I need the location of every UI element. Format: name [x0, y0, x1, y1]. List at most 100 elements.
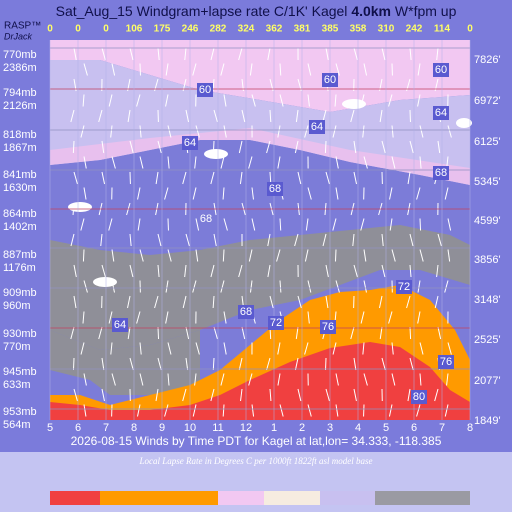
contour-label: 72 [398, 281, 410, 293]
wind-barb [379, 295, 383, 309]
pressure-label: 864mb [3, 208, 37, 220]
wind-barb [73, 171, 78, 185]
wind-barb [363, 249, 367, 262]
wind-barb [436, 47, 439, 61]
wind-barb [137, 187, 141, 200]
wind-barb [295, 326, 299, 340]
author: DrJack [4, 31, 33, 41]
wind-barb [436, 264, 439, 278]
wind-barb [335, 156, 339, 169]
hour-label: 2 [299, 422, 305, 434]
wind-barb [379, 326, 383, 340]
contour-box [238, 305, 254, 319]
wind-barb [381, 264, 386, 278]
title: Sat_Aug_15 Windgram+lapse rate C/1K' Kag… [56, 3, 457, 19]
wind-barb [407, 171, 411, 185]
wind-barb [249, 63, 253, 76]
wind-barb [157, 140, 162, 154]
wind-barb [167, 249, 172, 262]
wind-barb [165, 280, 169, 293]
wind-barb [129, 233, 132, 247]
wind-barb [82, 249, 85, 262]
pink-layer [50, 40, 470, 112]
pressure-label: 930mb [3, 328, 37, 340]
cloud [456, 118, 472, 128]
feet-label: 1849' [474, 415, 501, 427]
wind-barb [185, 357, 189, 371]
feet-label: 4599' [474, 215, 501, 227]
hour-label: 6 [75, 422, 81, 434]
wind-barb [195, 218, 200, 231]
contour-label: 76 [440, 356, 452, 368]
wind-barb [406, 295, 411, 309]
wind-barb [220, 156, 225, 169]
wind-barb [419, 125, 424, 138]
wind-barb [297, 388, 302, 402]
wind-barb [360, 218, 365, 231]
wind-barb [332, 342, 337, 355]
wind-barb [307, 187, 312, 200]
pressure-label: 909mb [3, 287, 37, 299]
wind-barb [101, 264, 106, 278]
wind-barb [238, 357, 243, 371]
contour-box [396, 280, 412, 294]
wstar-value: 310 [378, 24, 395, 35]
wstar-value: 362 [266, 24, 283, 35]
wind-barb [184, 47, 187, 61]
wind-barb [210, 388, 215, 402]
scale-stable [320, 491, 375, 505]
pressure-label: 818mb [3, 129, 37, 141]
wind-barb [83, 187, 87, 200]
wind-barb [167, 342, 172, 355]
wind-barbs [70, 47, 452, 417]
wstar-value: 242 [406, 24, 423, 35]
wind-barb [80, 218, 85, 231]
wind-barb [447, 249, 451, 262]
wind-barb [324, 140, 327, 154]
wind-barb [294, 233, 299, 247]
wind-barb [98, 109, 103, 123]
wind-barb [350, 326, 355, 340]
wind-barb [419, 218, 422, 231]
wind-barb [136, 94, 141, 107]
wind-barb [251, 94, 256, 107]
wind-barb [294, 357, 299, 371]
wstar-value: 106 [126, 24, 143, 35]
wind-barb [416, 404, 421, 417]
hour-label: 5 [383, 422, 389, 434]
contour-label: 68 [269, 183, 281, 195]
wind-barb [353, 264, 358, 278]
height-label: 2386m [3, 62, 37, 74]
wind-barb [165, 311, 169, 324]
wind-barb [304, 249, 309, 262]
wind-barb [129, 47, 134, 61]
wind-barb [353, 140, 357, 154]
contour-label: 68 [200, 213, 212, 225]
contour-label: 76 [322, 321, 334, 333]
height-label: 2126m [3, 100, 37, 112]
wind-barb [220, 280, 225, 293]
wind-barb [334, 94, 337, 107]
wind-barb [277, 373, 281, 386]
hour-label: 9 [159, 422, 165, 434]
wind-barb [276, 249, 281, 262]
contour-label: 64 [435, 107, 447, 119]
wind-barb [238, 264, 243, 278]
wind-barb [157, 264, 160, 278]
wind-barb [363, 63, 368, 76]
wind-barb [388, 94, 393, 107]
wind-barb [294, 140, 299, 154]
hour-label: 3 [327, 422, 333, 434]
wind-barb [332, 218, 337, 231]
wind-barb [195, 249, 199, 262]
wind-barb [409, 233, 414, 247]
wind-barb [165, 94, 169, 107]
cloud [68, 202, 92, 212]
height-label: 770m [3, 341, 31, 353]
wind-barb [409, 326, 412, 340]
title-text: Sat_Aug_15 Windgram+lapse rate C/1K' Kag… [56, 3, 348, 19]
contour-box [433, 106, 449, 120]
wind-barb [266, 357, 271, 371]
hour-label: 5 [47, 422, 53, 434]
wstar-value: 0 [75, 24, 81, 35]
